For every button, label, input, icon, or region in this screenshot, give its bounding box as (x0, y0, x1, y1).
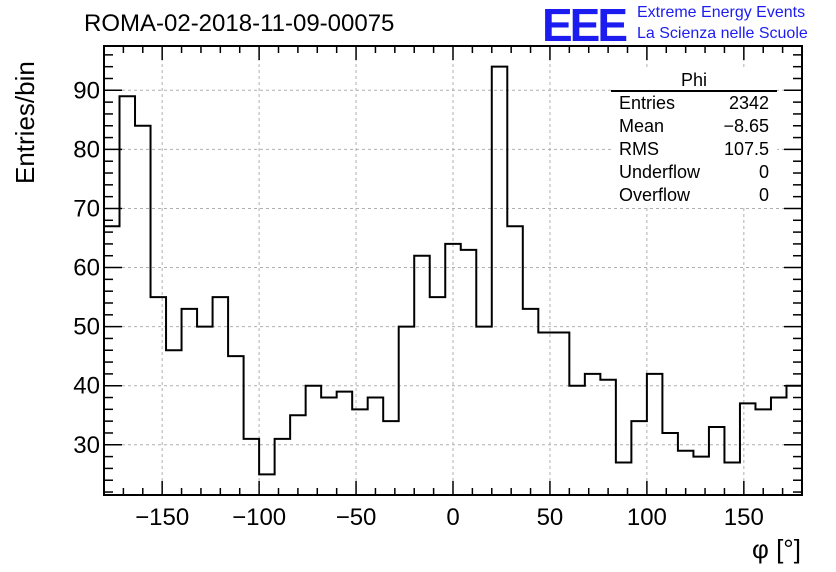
histogram-bin (724, 463, 740, 495)
histogram-bin (786, 386, 802, 495)
histogram-bin (275, 439, 291, 495)
stats-label: Entries (619, 93, 676, 113)
x-tick-label: −100 (232, 504, 286, 531)
x-tick-label: −150 (135, 504, 189, 531)
histogram-bin (709, 427, 725, 495)
stats-row-entries: Entries 2342 (611, 92, 777, 115)
y-tick-label: 60 (73, 255, 100, 282)
stats-value: 0 (758, 162, 769, 182)
axis-ticks (103, 46, 803, 495)
histogram-bin (600, 380, 616, 495)
histogram-bin (290, 415, 306, 495)
histogram-bin (399, 327, 415, 495)
histogram-bin (538, 333, 554, 495)
histogram-bin (135, 126, 151, 495)
histogram-bin (430, 297, 446, 495)
stats-value: 107.5 (723, 139, 769, 159)
y-tick-label: 50 (73, 314, 100, 341)
histogram-bin (244, 439, 260, 495)
x-tick-label: 0 (446, 504, 459, 531)
x-tick-label: 150 (724, 504, 764, 531)
histogram-outline (104, 65, 802, 476)
stats-value: 2342 (728, 93, 769, 113)
stats-row-overflow: Overflow 0 (611, 184, 777, 207)
histogram-bin (647, 374, 663, 495)
histogram-bin (755, 409, 771, 495)
histogram-bin (259, 474, 275, 495)
histogram-bin (461, 250, 477, 495)
chart-title: ROMA-02-2018-11-09-00075 (84, 10, 395, 37)
histogram-bin (693, 457, 709, 495)
histogram-bin (120, 96, 136, 495)
y-tick-label: 40 (73, 373, 100, 400)
stats-value: 0 (758, 185, 769, 205)
stats-row-mean: Mean −8.65 (611, 115, 777, 138)
histogram-bin (476, 327, 492, 495)
eee-logo: EEE (542, 0, 628, 51)
histogram-bin (197, 327, 213, 495)
histogram-bin (771, 398, 787, 495)
stats-label: Mean (619, 116, 665, 136)
stats-label: RMS (619, 139, 659, 159)
histogram-bin (492, 67, 508, 495)
histogram-bin (554, 333, 570, 495)
y-axis-label: Entries/bin (10, 61, 40, 184)
histogram-bin (585, 374, 601, 495)
x-tick-label: −50 (336, 504, 377, 531)
histogram-bin (352, 409, 368, 495)
histogram-bin (507, 226, 523, 495)
histogram-bin (228, 356, 244, 495)
histogram-bin (321, 398, 337, 495)
x-tick-label: 100 (627, 504, 667, 531)
histogram-bin (445, 244, 461, 495)
histogram-bin (383, 421, 399, 495)
y-tick-label: 80 (73, 136, 100, 163)
histogram-bin (213, 297, 229, 495)
logo-line-1: Extreme Energy Events (637, 4, 806, 21)
stats-label: Overflow (619, 185, 691, 205)
stats-name: Phi (611, 70, 777, 92)
histogram-bin (414, 256, 430, 495)
y-tick-label: 90 (73, 77, 100, 104)
histogram-bin (182, 309, 198, 495)
y-tick-label: 30 (73, 432, 100, 459)
histogram-bin (740, 403, 756, 495)
stats-row-rms: RMS 107.5 (611, 138, 777, 161)
x-axis-label: φ [°] (752, 534, 801, 564)
stats-label: Underflow (619, 162, 701, 182)
tick-labels: −150 −100 −50 0 50 100 150 30 40 50 60 70 80 90 (73, 77, 764, 531)
x-tick-label: 50 (537, 504, 564, 531)
histogram-bin (151, 297, 167, 495)
histogram-bin (616, 463, 632, 495)
plot-frame (103, 45, 803, 496)
histogram-bin (166, 350, 182, 495)
histogram-bin (569, 386, 585, 495)
histogram-bin (337, 392, 353, 495)
histogram-bin (662, 433, 678, 495)
histogram-bin (104, 226, 120, 495)
stats-box: Phi Entries 2342 Mean −8.65 RMS 107.5 Un… (611, 70, 777, 207)
histogram-bin (368, 398, 384, 495)
histogram-bin (523, 309, 539, 495)
logo-line-2: La Scienza nelle Scuole (637, 25, 808, 42)
histogram-bin (306, 386, 322, 495)
y-tick-label: 70 (73, 195, 100, 222)
histogram-bars (104, 65, 802, 495)
stats-value: −8.65 (723, 116, 769, 136)
stats-row-underflow: Underflow 0 (611, 161, 777, 184)
histogram-bin (631, 421, 647, 495)
